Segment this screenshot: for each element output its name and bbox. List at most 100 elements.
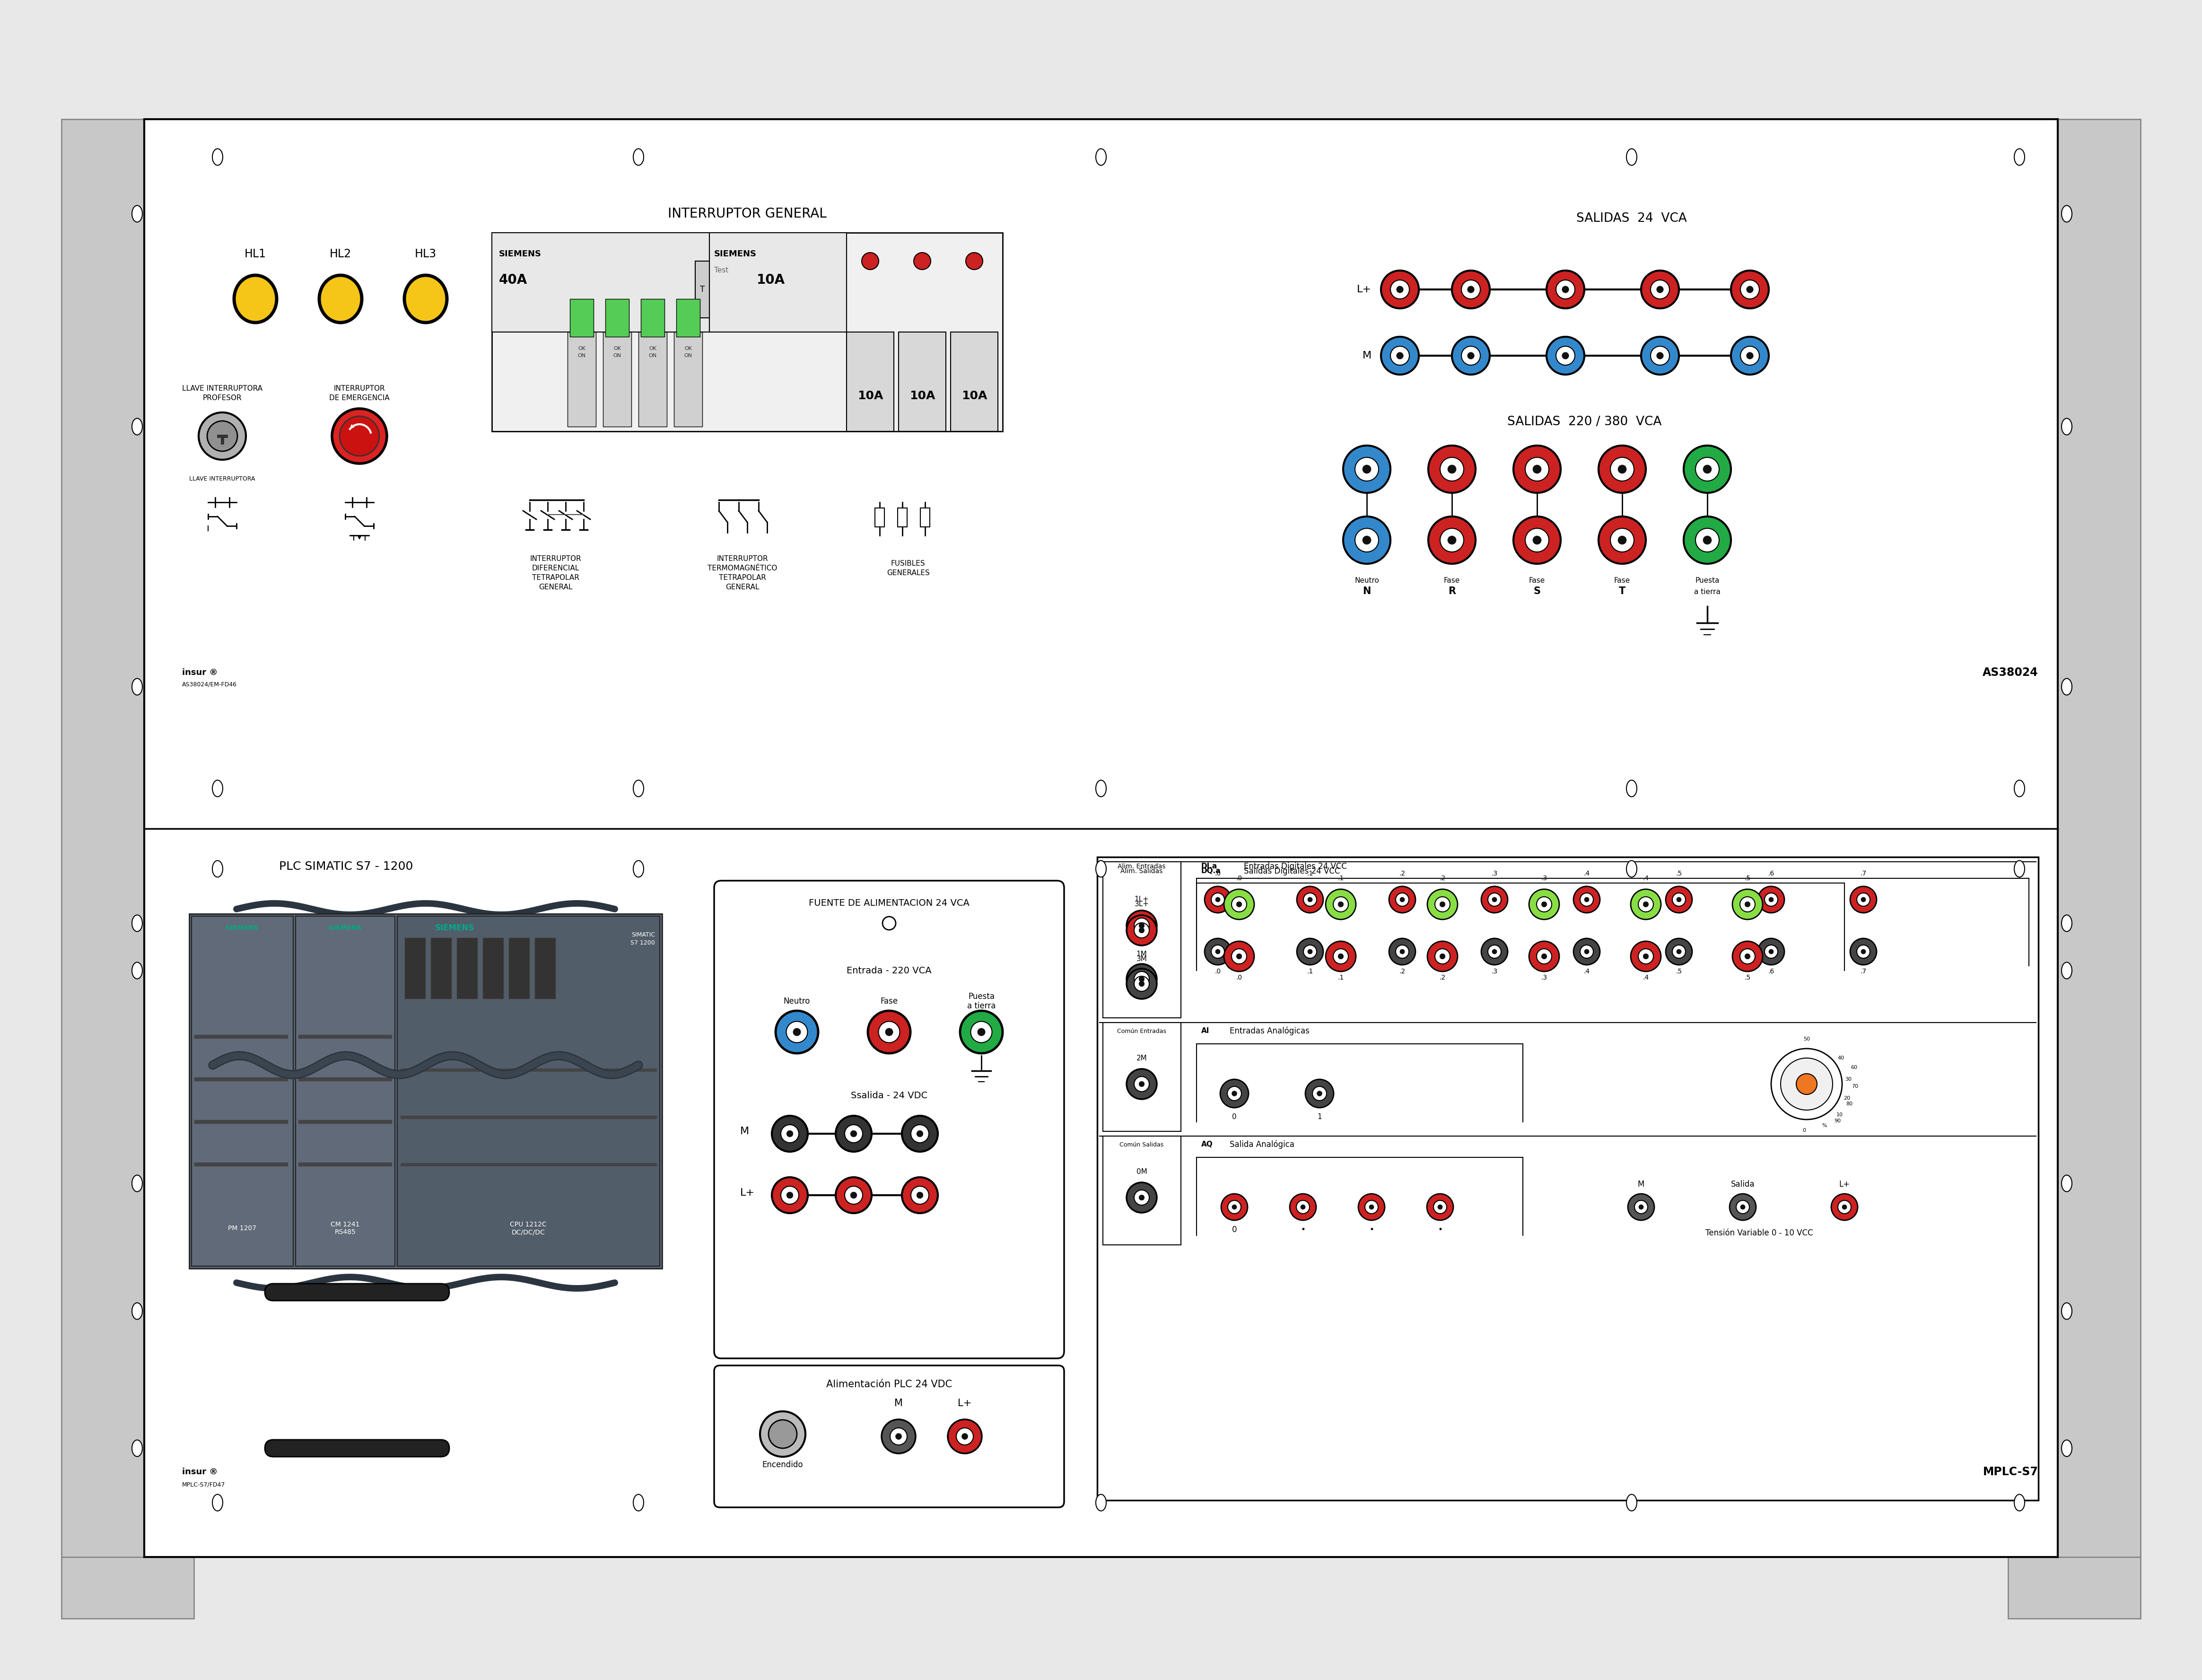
Circle shape	[1447, 536, 1456, 544]
Circle shape	[1127, 964, 1156, 995]
Circle shape	[956, 1428, 973, 1445]
Text: 60: 60	[1850, 1065, 1856, 1070]
Text: ON: ON	[650, 353, 656, 358]
Text: .0: .0	[1216, 870, 1220, 877]
Text: Neutro: Neutro	[784, 996, 810, 1006]
Text: T: T	[1618, 586, 1625, 596]
Circle shape	[1757, 887, 1784, 912]
Text: M: M	[1638, 1179, 1645, 1188]
Text: SIEMENS: SIEMENS	[328, 924, 361, 931]
Text: 90: 90	[1834, 1119, 1841, 1124]
Text: 2M: 2M	[1136, 1055, 1147, 1062]
Ellipse shape	[233, 276, 277, 323]
Circle shape	[1138, 922, 1145, 929]
Circle shape	[1744, 954, 1751, 959]
Circle shape	[1396, 944, 1409, 958]
Text: FUSIBLES: FUSIBLES	[892, 559, 925, 568]
Circle shape	[1856, 944, 1869, 958]
Bar	[189, 914, 663, 1268]
Bar	[429, 937, 451, 1000]
Circle shape	[1685, 516, 1731, 564]
Text: N: N	[1363, 586, 1372, 596]
Text: 70: 70	[1852, 1084, 1858, 1089]
Text: OK: OK	[577, 346, 586, 351]
Circle shape	[1610, 457, 1634, 480]
Text: Común Entradas: Común Entradas	[1116, 1028, 1167, 1035]
Circle shape	[1482, 939, 1508, 964]
Circle shape	[1740, 346, 1759, 365]
Circle shape	[1610, 528, 1634, 553]
Circle shape	[1427, 1194, 1453, 1220]
Ellipse shape	[2015, 1494, 2024, 1510]
Circle shape	[1440, 954, 1445, 959]
Circle shape	[1541, 902, 1546, 907]
Ellipse shape	[2015, 860, 2024, 877]
Circle shape	[1676, 949, 1682, 954]
Text: Entrada - 220 VCA: Entrada - 220 VCA	[846, 966, 931, 974]
Circle shape	[1493, 949, 1497, 954]
Bar	[491, 234, 709, 333]
Text: DE EMERGENCIA: DE EMERGENCIA	[330, 395, 390, 402]
Circle shape	[1127, 1183, 1156, 1213]
Ellipse shape	[1627, 1494, 1636, 1510]
Bar	[898, 333, 947, 432]
Bar	[570, 299, 595, 336]
Circle shape	[1312, 1087, 1326, 1100]
Circle shape	[1396, 353, 1403, 360]
Text: LLAVE INTERRUPTORA: LLAVE INTERRUPTORA	[183, 385, 262, 393]
Text: OK: OK	[685, 346, 691, 351]
Text: •: •	[1370, 1225, 1374, 1235]
Circle shape	[1339, 902, 1343, 907]
Circle shape	[967, 252, 982, 269]
Circle shape	[1640, 270, 1678, 309]
Circle shape	[1744, 902, 1751, 907]
Text: .6: .6	[1768, 870, 1775, 877]
Bar	[676, 299, 700, 336]
Bar	[606, 299, 630, 336]
Circle shape	[1839, 1201, 1852, 1213]
Circle shape	[1462, 346, 1480, 365]
Text: CPU 1212C
DC/DC/DC: CPU 1212C DC/DC/DC	[511, 1221, 546, 1235]
FancyBboxPatch shape	[264, 1440, 449, 1457]
Circle shape	[1400, 897, 1405, 902]
Text: .3: .3	[1491, 870, 1497, 877]
Circle shape	[1440, 528, 1464, 553]
Text: 10A: 10A	[962, 390, 986, 402]
Circle shape	[1290, 1194, 1317, 1220]
Circle shape	[1599, 445, 1645, 492]
Text: Entradas Analógicas: Entradas Analógicas	[1229, 1026, 1310, 1035]
Circle shape	[1440, 457, 1464, 480]
Text: INTERRUPTOR: INTERRUPTOR	[531, 556, 581, 563]
Text: 40A: 40A	[500, 274, 528, 287]
Circle shape	[1671, 894, 1685, 906]
Circle shape	[1861, 897, 1865, 902]
Bar	[192, 916, 293, 1267]
Ellipse shape	[2061, 1302, 2072, 1319]
Text: M: M	[1363, 351, 1372, 361]
Text: 1M: 1M	[1136, 951, 1147, 958]
Text: Encendido: Encendido	[762, 1460, 804, 1468]
Text: L+: L+	[740, 1188, 755, 1198]
Text: Fase: Fase	[1445, 576, 1460, 585]
Text: .5: .5	[1676, 968, 1682, 974]
Circle shape	[1797, 1074, 1817, 1094]
Text: CM 1241
RS485: CM 1241 RS485	[330, 1221, 359, 1235]
Text: .2: .2	[1398, 968, 1405, 974]
Circle shape	[1134, 922, 1149, 937]
Ellipse shape	[634, 780, 643, 796]
Circle shape	[1599, 516, 1645, 564]
Circle shape	[1638, 1205, 1643, 1210]
Ellipse shape	[132, 205, 143, 222]
Ellipse shape	[132, 1440, 143, 1457]
Circle shape	[1528, 941, 1559, 971]
Bar	[709, 234, 846, 333]
Circle shape	[846, 1124, 863, 1142]
Circle shape	[1354, 457, 1378, 480]
Circle shape	[1702, 465, 1711, 474]
Circle shape	[1227, 1087, 1242, 1100]
Text: 10A: 10A	[857, 390, 883, 402]
Circle shape	[775, 1011, 819, 1053]
Text: INTERRUPTOR GENERAL: INTERRUPTOR GENERAL	[667, 207, 826, 220]
Circle shape	[1537, 949, 1552, 964]
Circle shape	[896, 1433, 901, 1440]
